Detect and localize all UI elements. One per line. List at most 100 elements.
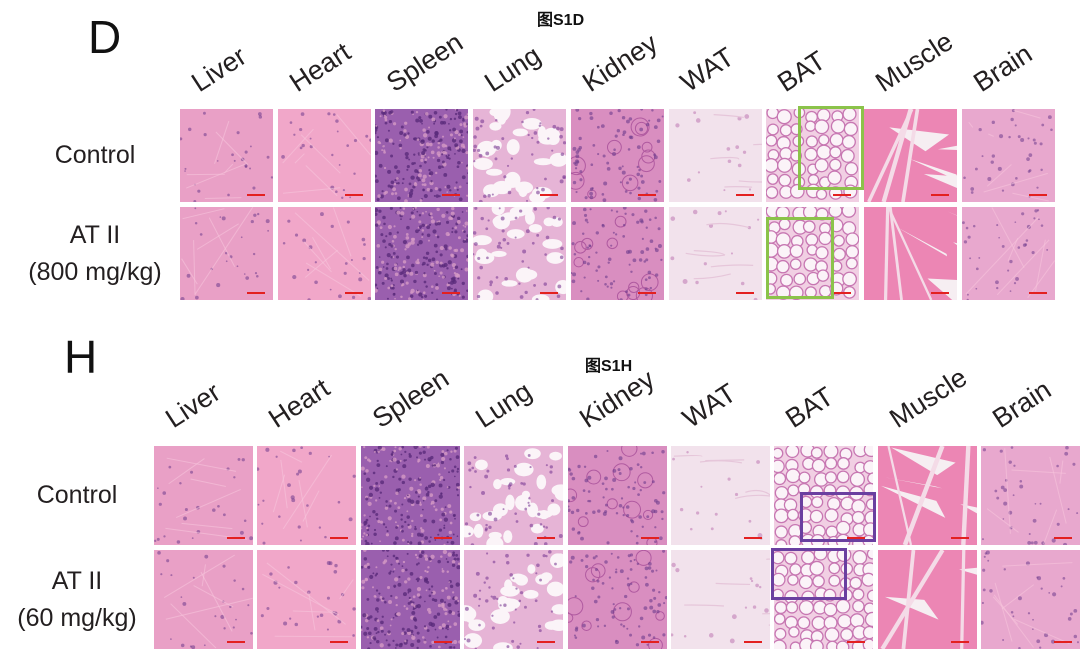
column-label-muscle: Muscle <box>870 26 959 98</box>
column-label-heart: Heart <box>283 36 356 98</box>
scale-bar <box>847 537 866 539</box>
histology-image-wat <box>668 109 762 202</box>
histology-image-liver <box>154 446 253 545</box>
histology-image-bat <box>774 550 874 649</box>
scale-bar <box>930 292 949 294</box>
row-label: AT II (60 mg/kg) <box>0 550 154 649</box>
scale-bar <box>330 537 349 539</box>
scale-bar <box>833 292 852 294</box>
row-label: Control <box>0 446 154 545</box>
scale-bar <box>247 292 265 294</box>
scale-bar <box>1054 537 1073 539</box>
column-label-wat: WAT <box>674 41 739 98</box>
histology-image-muscle <box>863 109 957 202</box>
scale-bar <box>1054 641 1073 643</box>
scale-bar <box>735 194 754 196</box>
histology-image-spleen <box>360 446 460 545</box>
scale-bar <box>640 641 659 643</box>
scale-bar <box>227 641 245 643</box>
panel-d: D 图S1D Liver Heart Spleen Lung Kidney WAT BAT M… <box>0 0 1080 312</box>
scale-bar <box>344 292 363 294</box>
row-label-line: (60 mg/kg) <box>17 603 137 632</box>
column-label-spleen: Spleen <box>367 362 454 434</box>
scale-bar <box>227 537 245 539</box>
column-label-brain: Brain <box>987 374 1057 434</box>
histology-image-kidney <box>567 446 667 545</box>
scale-bar <box>950 641 969 643</box>
histology-image-heart <box>277 207 371 300</box>
histology-image-lung <box>473 109 567 202</box>
column-label-lung: Lung <box>479 39 547 98</box>
histology-image-muscle <box>877 446 977 545</box>
histology-image-kidney <box>570 207 664 300</box>
column-label-bat: BAT <box>780 381 840 434</box>
histology-image-brain <box>981 550 1080 649</box>
histology-image-lung <box>464 550 564 649</box>
histology-image-brain <box>961 207 1055 300</box>
scale-bar <box>847 641 866 643</box>
column-label-heart: Heart <box>263 372 336 434</box>
bat-highlight-box <box>766 217 835 299</box>
histology-image-muscle <box>877 550 977 649</box>
column-label-muscle: Muscle <box>884 362 973 434</box>
scale-bar <box>540 292 559 294</box>
row-label-line: AT II <box>69 220 121 249</box>
bat-highlight-box <box>800 492 877 542</box>
bat-highlight-box <box>771 548 848 600</box>
histology-image-lung <box>473 207 567 300</box>
panel-h: H 图S1H Liver Heart Spleen Lung Kidney WAT BAT M… <box>0 328 1080 654</box>
histology-image-heart <box>257 550 357 649</box>
histology-image-wat <box>668 207 762 300</box>
scale-bar <box>930 194 949 196</box>
histology-image-heart <box>277 109 371 202</box>
scale-bar <box>744 641 762 643</box>
scale-bar <box>540 194 559 196</box>
histology-image-spleen <box>375 207 469 300</box>
scale-bar <box>637 194 656 196</box>
column-label-lung: Lung <box>470 375 538 434</box>
figure-label: 图S1D <box>537 12 585 29</box>
histology-image-kidney <box>567 550 667 649</box>
histology-image-bat <box>774 446 874 545</box>
scale-bar <box>744 537 762 539</box>
histology-image-kidney <box>570 109 664 202</box>
histology-image-muscle <box>863 207 957 300</box>
row-label-line: AT II <box>51 566 103 595</box>
column-label-liver: Liver <box>186 40 252 98</box>
histology-image-wat <box>671 550 770 649</box>
scale-bar <box>735 292 754 294</box>
histology-image-wat <box>671 446 770 545</box>
scale-bar <box>433 537 452 539</box>
histology-image-liver <box>154 550 253 649</box>
column-label-kidney: Kidney <box>577 27 663 98</box>
histology-image-spleen <box>360 550 460 649</box>
scale-bar <box>833 194 852 196</box>
figure-label: 图S1H <box>585 358 633 375</box>
scale-bar <box>442 292 461 294</box>
scale-bar <box>1028 292 1047 294</box>
histology-image-liver <box>180 207 273 300</box>
panel-letter: D <box>88 11 122 63</box>
row-label-line: Control <box>36 481 118 509</box>
histology-image-bat <box>766 207 860 300</box>
scale-bar <box>433 641 452 643</box>
scale-bar <box>1028 194 1047 196</box>
column-label-liver: Liver <box>160 376 226 434</box>
column-label-wat: WAT <box>677 377 742 434</box>
histology-image-bat <box>766 109 860 202</box>
histology-image-liver <box>180 109 273 202</box>
scale-bar <box>637 292 656 294</box>
column-label-spleen: Spleen <box>381 26 469 98</box>
panel-letter: H <box>64 331 98 383</box>
scale-bar <box>442 194 461 196</box>
histology-image-lung <box>464 446 564 545</box>
histology-image-brain <box>961 109 1055 202</box>
column-label-bat: BAT <box>772 45 832 98</box>
row-label: AT II (800 mg/kg) <box>10 207 180 300</box>
histology-image-heart <box>257 446 357 545</box>
scale-bar <box>330 641 349 643</box>
row-label-line: Control <box>54 141 136 169</box>
row-label: Control <box>10 109 180 202</box>
scale-bar <box>247 194 265 196</box>
scale-bar <box>537 641 556 643</box>
